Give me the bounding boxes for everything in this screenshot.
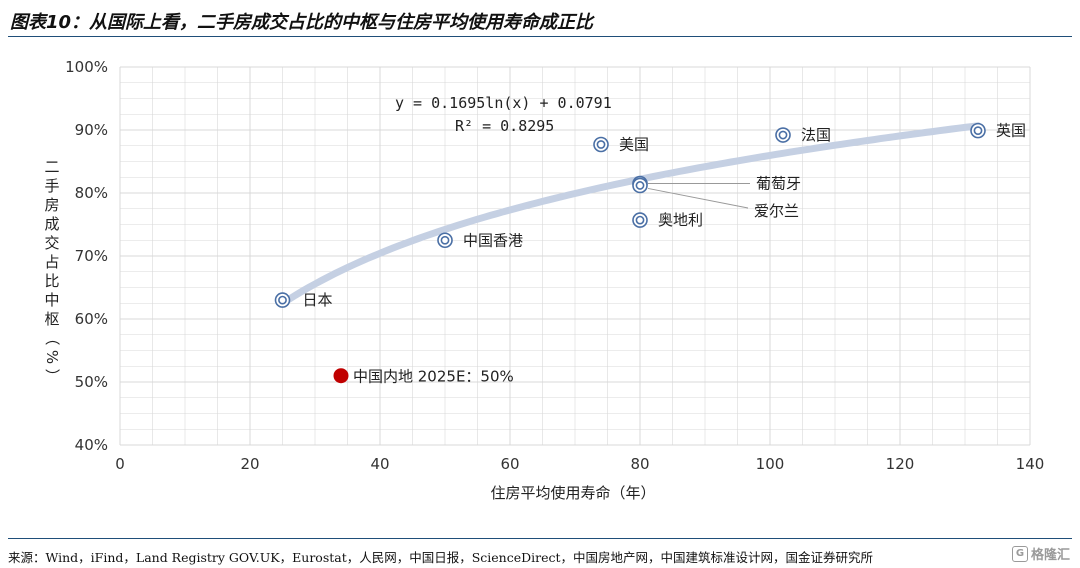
x-tick-label: 40 [370,455,389,473]
watermark: G 格隆汇 [1011,544,1070,563]
axis-ticks: 0 20 40 60 80 100 120 140 40% 50% 60% 70% 80% 90% 100% [65,58,1044,473]
point-label: 中国香港 [463,231,523,249]
y-axis-title-char: 交 [44,234,59,252]
trendline-curve [279,122,982,307]
point-label: 日本 [303,291,333,309]
data-point-inner [278,295,287,305]
y-axis-title-char: 占 [44,253,59,271]
x-tick-label: 120 [886,455,915,473]
x-tick-label: 140 [1016,455,1045,473]
y-axis-title-char: 枢 [44,310,59,328]
data-point-inner [440,235,450,245]
y-axis-title-char: 房 [44,196,59,214]
y-axis-title-char: 成 [44,215,59,233]
y-axis-title-char: % [43,350,61,364]
point-label: 英国 [996,122,1026,140]
y-axis-title-char: ） [43,368,61,383]
y-axis-title-char: 比 [44,272,59,290]
trendline [279,122,982,307]
point-label: 奥地利 [658,211,703,229]
point-label: 爱尔兰 [754,202,799,220]
scatter-chart: 0 20 40 60 80 100 120 140 40% 50% 60% 70% 80% 90% 100%… [43,58,1044,502]
source-note: 来源：Wind，iFind，Land Registry GOV.UK，Euros… [8,550,874,565]
point-label: 葡萄牙 [756,175,801,193]
title-rule [8,36,1072,37]
x-axis-title: 住房平均使用寿命（年） [490,484,655,502]
y-axis-title-char: 中 [44,291,59,309]
watermark-text: 格隆汇 [1030,548,1070,563]
data-point-inner [635,215,645,225]
y-axis-title-char: （ [43,330,61,345]
x-tick-label: 100 [756,455,785,473]
y-tick-label: 90% [75,121,108,139]
leader-line [647,187,749,209]
x-tick-label: 60 [500,455,519,473]
highlight-point [333,368,349,384]
y-axis-title-char: 二 [44,158,59,176]
x-tick-label: 80 [630,455,649,473]
y-tick-label: 70% [75,247,108,265]
data-point-inner [635,181,645,190]
data-point-inner [973,126,983,136]
watermark-logo-icon: G [1011,545,1028,562]
y-tick-label: 50% [75,373,108,391]
data-point-inner [596,140,606,149]
point-label: 中国内地 2025E：50% [353,368,514,386]
trendline-r2: R² = 0.8295 [455,117,554,135]
figure-title: 图表10：从国际上看，二手房成交占比的中枢与住房平均使用寿命成正比 [10,12,594,33]
x-tick-label: 0 [115,455,125,473]
y-tick-label: 40% [75,436,108,454]
y-tick-label: 80% [75,184,108,202]
x-tick-label: 20 [240,455,259,473]
grid [119,66,1031,446]
point-label: 法国 [801,126,831,144]
y-axis-title-char: 手 [44,177,59,195]
y-tick-label: 60% [75,310,108,328]
point-label: 美国 [619,135,649,153]
data-point-inner [778,130,788,140]
footer-rule [8,538,1072,539]
trendline-equation: y = 0.1695ln(x) + 0.0791 [395,94,612,112]
y-tick-label: 100% [65,58,108,76]
